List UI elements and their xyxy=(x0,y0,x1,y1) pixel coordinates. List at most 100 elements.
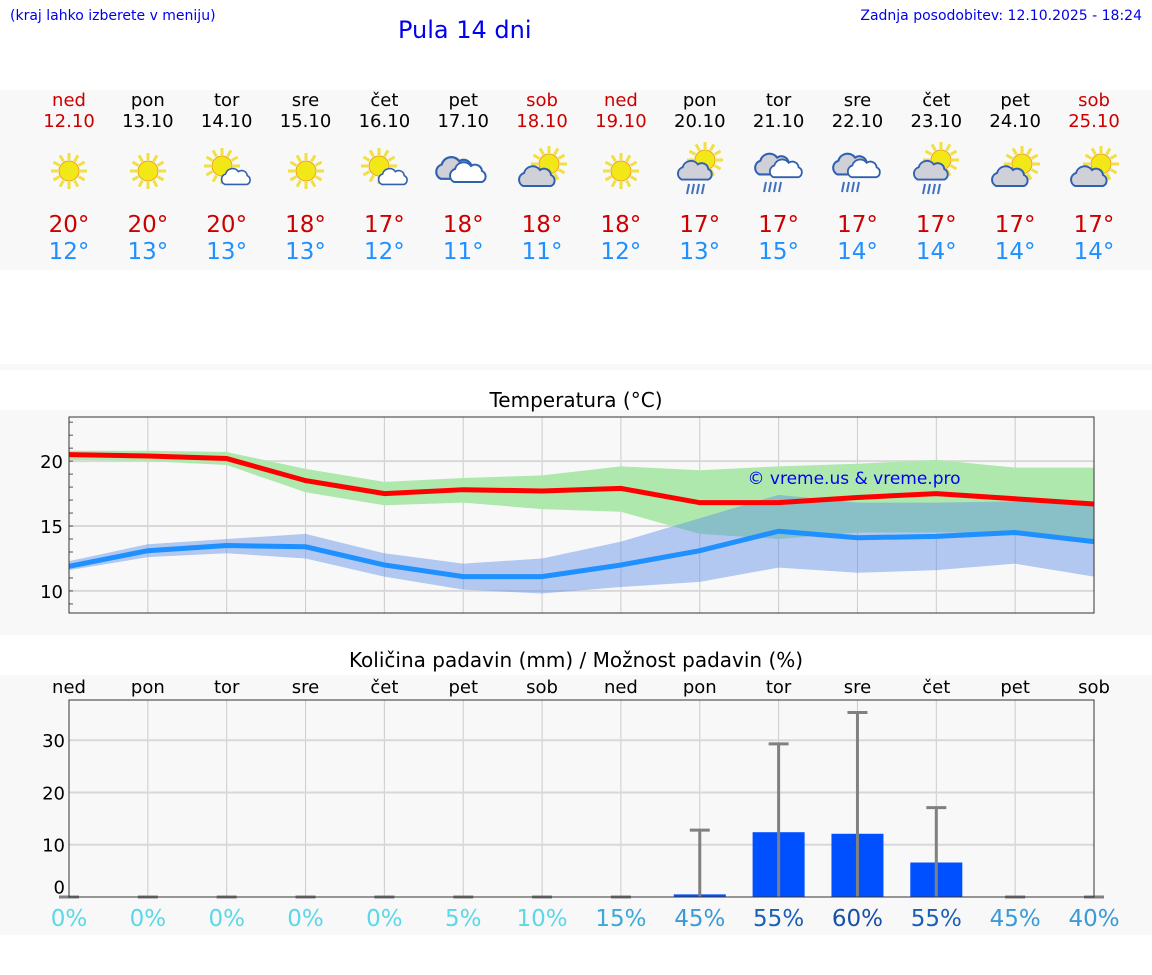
day-label: sob xyxy=(526,677,558,698)
day-forecast: tor 14.10 20° 13° xyxy=(188,90,266,266)
day-label: ned xyxy=(604,677,638,698)
cloud-rain-icon xyxy=(740,136,818,206)
day-date: 12.10 xyxy=(43,111,95,132)
max-temp: 17° xyxy=(758,212,799,238)
max-temp: 17° xyxy=(363,212,405,238)
plot-frame xyxy=(68,416,1095,614)
y-tick-label: 20 xyxy=(40,452,63,473)
day-label: pet xyxy=(448,677,478,698)
max-temp: 18° xyxy=(600,212,642,238)
divider xyxy=(0,364,1152,370)
min-temp: 11° xyxy=(521,239,563,265)
precip-probability: 40% xyxy=(1068,906,1119,932)
max-temp: 20° xyxy=(206,212,248,238)
precip-probability: 15% xyxy=(595,906,646,932)
precip-probability: 0% xyxy=(208,906,245,932)
min-temp: 12° xyxy=(48,239,90,265)
day-name: čet xyxy=(922,90,951,111)
day-label: čet xyxy=(370,677,398,698)
day-forecast: ned 12.10 20° 12° xyxy=(30,90,108,266)
precip-probability: 45% xyxy=(674,906,725,932)
day-date: 20.10 xyxy=(674,111,726,132)
day-name: ned xyxy=(52,90,86,111)
sun-icon xyxy=(109,136,187,206)
temperature-chart: 10 15 20 © vreme.us & vreme.pro xyxy=(40,416,1095,614)
day-name: sre xyxy=(291,90,320,111)
day-label: tor xyxy=(214,677,240,698)
sun-small-cloud-icon xyxy=(345,136,423,206)
sun-small-cloud-icon xyxy=(188,136,266,206)
min-temp: 12° xyxy=(363,239,405,265)
day-label: sre xyxy=(844,677,871,698)
precip-probability: 55% xyxy=(911,906,962,932)
max-temp: 20° xyxy=(127,212,169,238)
precip-probability: 0% xyxy=(130,906,167,932)
page-title: Pula 14 dni xyxy=(398,16,532,44)
day-date: 16.10 xyxy=(358,111,411,132)
day-date: 22.10 xyxy=(831,111,884,132)
min-temp-line xyxy=(68,528,1095,580)
day-name: pet xyxy=(448,90,478,111)
day-date: 14.10 xyxy=(200,111,253,132)
day-date: 15.10 xyxy=(279,111,332,132)
sun-icon xyxy=(30,136,108,206)
max-temp: 17° xyxy=(1073,212,1115,238)
sun-rain-icon xyxy=(897,136,975,206)
max-temp: 18° xyxy=(442,212,484,238)
day-label: sre xyxy=(292,677,319,698)
precip-probability: 60% xyxy=(832,906,883,932)
day-date: 25.10 xyxy=(1068,111,1120,132)
y-tick-label: 0 xyxy=(54,878,65,899)
max-temp: 18° xyxy=(521,212,563,238)
precip-probability: 5% xyxy=(445,906,482,932)
min-temp: 14° xyxy=(994,239,1036,265)
cloud-rain-icon xyxy=(818,136,896,206)
max-temp-line xyxy=(68,452,1095,507)
min-temp: 14° xyxy=(1073,239,1115,265)
day-date: 24.10 xyxy=(989,111,1041,132)
day-name: pon xyxy=(130,90,165,111)
sun-rain-icon xyxy=(661,136,739,206)
day-forecast: pon 13.10 20° 13° xyxy=(109,90,187,266)
day-date: 19.10 xyxy=(595,111,647,132)
y-tick-label: 10 xyxy=(40,582,63,603)
min-temp: 13° xyxy=(285,239,326,265)
max-temp: 17° xyxy=(994,212,1036,238)
day-name: tor xyxy=(765,90,792,111)
min-temp: 15° xyxy=(758,239,799,265)
day-label: pon xyxy=(683,677,717,698)
cloud-sun-icon xyxy=(1055,136,1133,206)
day-label: čet xyxy=(922,677,950,698)
min-temp: 13° xyxy=(127,239,169,265)
precipitation-chart-title: Količina padavin (mm) / Možnost padavin … xyxy=(348,648,804,672)
cloud-sun-icon xyxy=(503,136,581,206)
location-hint: (kraj lahko izberete v meniju) xyxy=(10,8,216,24)
day-name: ned xyxy=(603,90,638,111)
precip-probability: 45% xyxy=(990,906,1041,932)
sun-icon xyxy=(582,136,660,206)
day-forecast: tor 21.10 17° 15° xyxy=(740,90,818,266)
day-label: ned xyxy=(52,677,86,698)
max-temp: 17° xyxy=(679,212,721,238)
day-forecast: čet 16.10 17° 12° xyxy=(345,90,423,266)
day-forecast: pet 24.10 17° 14° xyxy=(976,90,1054,266)
y-tick-label: 10 xyxy=(42,836,65,857)
day-name: sre xyxy=(843,90,872,111)
max-temp: 17° xyxy=(837,212,878,238)
day-forecast: ned 19.10 18° 12° xyxy=(582,90,660,266)
watermark: © vreme.us & vreme.pro xyxy=(747,469,960,489)
max-temp: 17° xyxy=(915,212,957,238)
precip-probability: 55% xyxy=(753,906,804,932)
y-tick-label: 20 xyxy=(42,783,65,804)
day-name: sob xyxy=(1078,90,1110,111)
y-tick-label: 15 xyxy=(40,517,63,538)
day-date: 17.10 xyxy=(437,111,489,132)
day-label: pon xyxy=(131,677,165,698)
cloud-sun-icon xyxy=(976,136,1054,206)
precip-probability: 0% xyxy=(287,906,324,932)
min-temp: 12° xyxy=(600,239,642,265)
day-forecast: sob 25.10 17° 14° xyxy=(1055,90,1133,266)
day-name: tor xyxy=(213,90,240,111)
min-temp: 11° xyxy=(442,239,484,265)
